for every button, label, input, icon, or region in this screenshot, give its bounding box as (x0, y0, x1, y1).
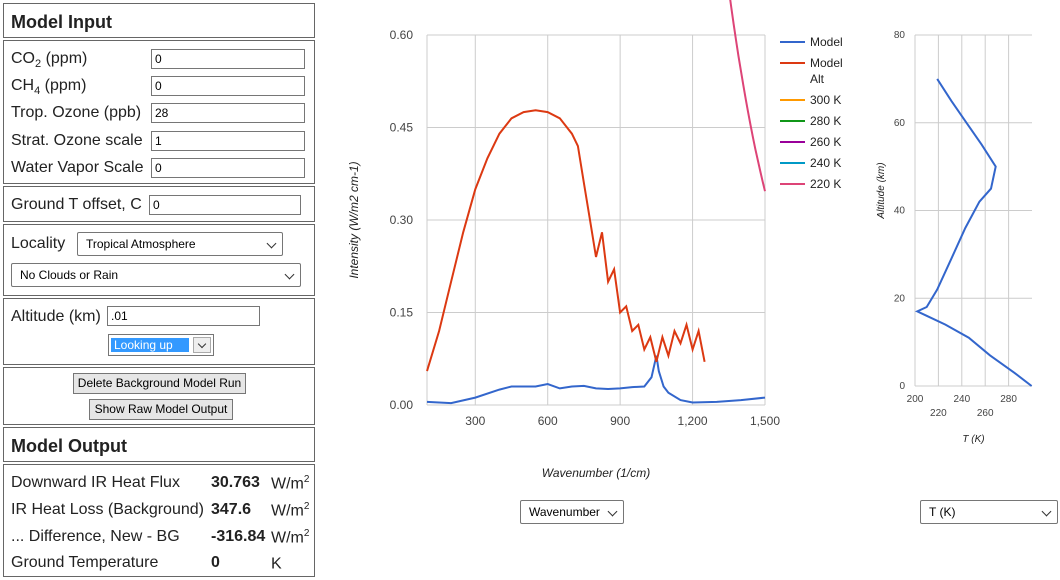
co2-label: CO2 (ppm) (11, 50, 88, 71)
profile-axis-select-value: T (K) (929, 505, 956, 519)
series-line (426, 109, 706, 372)
altitude-label: Altitude (km) (11, 308, 101, 325)
output-label: IR Heat Loss (Background) (11, 501, 204, 518)
profile-line (914, 78, 1033, 387)
legend-label: 220 K (810, 177, 841, 191)
y-tick-label: 80 (894, 30, 906, 41)
output-unit: W/m2 (271, 474, 310, 493)
output-label: Ground Temperature (11, 554, 159, 571)
gas-inputs-panel: CO2 (ppm) 0 CH4 (ppm) 0 Trop. Ozone (ppb… (3, 40, 315, 184)
altitude-input[interactable]: .01 (107, 306, 260, 326)
model-input-header: Model Input (3, 3, 315, 38)
model-input-title: Model Input (11, 12, 112, 32)
y-tick-label: 20 (894, 293, 906, 304)
output-unit: W/m2 (271, 528, 310, 547)
legend-label: 300 K (810, 93, 841, 107)
strat-ozone-label: Strat. Ozone scale (11, 132, 143, 149)
view-direction-select[interactable]: Looking up (108, 334, 214, 356)
y-tick-label: 0.30 (390, 213, 414, 227)
y-tick-label: 0.15 (390, 306, 414, 320)
profile-axis-select[interactable]: T (K) (920, 500, 1058, 524)
x-tick-label: 300 (465, 414, 485, 428)
co2-input[interactable]: 0 (151, 49, 305, 69)
spectrum-chart: 300 600 900 1,200 1,500 0.00 0.15 0.30 0.45 0.60 W… (347, 0, 843, 480)
model-output-panel: Downward IR Heat Flux 30.763 W/m2 IR Hea… (3, 464, 315, 577)
output-row: IR Heat Loss (Background) 347.6 W/m2 (11, 501, 309, 519)
legend-label: Alt (810, 72, 825, 86)
y-tick-label: 0.60 (390, 28, 414, 42)
chevron-down-icon (607, 506, 618, 517)
ground-offset-input[interactable]: 0 (149, 195, 301, 215)
x-axis-select-value: Wavenumber (529, 505, 600, 519)
show-raw-output-button[interactable]: Show Raw Model Output (89, 399, 233, 420)
ch4-label: CH4 (ppm) (11, 77, 87, 98)
x-tick-label: 1,200 (678, 414, 708, 428)
x-axis-select[interactable]: Wavenumber (520, 500, 624, 524)
locality-label: Locality (11, 235, 66, 252)
altitude-panel: Altitude (km) .01 Looking up (3, 298, 315, 365)
series-line (426, 355, 766, 405)
x-tick-label: 200 (907, 394, 924, 405)
clouds-select-value: No Clouds or Rain (20, 268, 119, 282)
output-row: Ground Temperature 0 K (11, 554, 282, 572)
legend-label: 280 K (810, 114, 841, 128)
clouds-select[interactable]: No Clouds or Rain (11, 263, 301, 287)
ground-offset-label: Ground T offset, C (11, 196, 142, 213)
x-axis-title: Wavenumber (1/cm) (542, 466, 650, 480)
legend-label: Model (810, 35, 843, 49)
output-label: ... Difference, New - BG (11, 528, 180, 545)
delete-background-button[interactable]: Delete Background Model Run (73, 373, 246, 394)
view-direction-value: Looking up (111, 338, 189, 352)
output-value: 30.763 (211, 474, 260, 491)
chevron-down-icon (266, 238, 277, 249)
chevron-down-icon (193, 337, 211, 353)
output-label: Downward IR Heat Flux (11, 474, 180, 491)
trop-ozone-input[interactable]: 28 (151, 103, 305, 123)
x-tick-label: 260 (977, 408, 994, 419)
output-row: ... Difference, New - BG -316.84 W/m2 (11, 528, 309, 546)
model-output-title: Model Output (11, 436, 127, 456)
x-tick-label: 900 (610, 414, 630, 428)
y-tick-label: 0.45 (390, 121, 414, 135)
y-tick-label: 60 (894, 118, 906, 129)
y-tick-label: 40 (894, 206, 906, 217)
x-tick-label: 280 (1000, 394, 1017, 405)
legend-label: 240 K (810, 156, 841, 170)
series-line (729, 0, 766, 192)
legend-label: 260 K (810, 135, 841, 149)
ch4-input[interactable]: 0 (151, 76, 305, 96)
chevron-down-icon (1041, 506, 1052, 517)
water-vapor-input[interactable]: 0 (151, 158, 305, 178)
strat-ozone-input[interactable]: 1 (151, 131, 305, 151)
locality-panel: Locality Tropical Atmosphere No Clouds o… (3, 224, 315, 296)
y-axis-title: Intensity (W/m2 cm-1) (347, 161, 361, 278)
output-value: -316.84 (211, 528, 266, 545)
y-axis-title: Altitude (km) (876, 162, 887, 219)
model-output-header: Model Output (3, 427, 315, 462)
output-row: Downward IR Heat Flux 30.763 W/m2 (11, 474, 309, 492)
x-axis-title: T (K) (962, 434, 984, 445)
locality-select[interactable]: Tropical Atmosphere (77, 232, 283, 256)
output-unit: K (271, 555, 282, 573)
temperature-profile-chart: 0 20 40 60 80 200 240 280 220 260 T (K) Altitude (k… (876, 30, 1033, 445)
chevron-down-icon (284, 269, 295, 280)
ground-offset-panel: Ground T offset, C 0 (3, 186, 315, 222)
x-tick-label: 240 (953, 394, 970, 405)
locality-select-value: Tropical Atmosphere (86, 237, 196, 251)
water-vapor-label: Water Vapor Scale (11, 159, 144, 176)
y-tick-label: 0.00 (390, 398, 414, 412)
output-value: 0 (211, 554, 220, 571)
x-tick-label: 600 (538, 414, 558, 428)
output-unit: W/m2 (271, 501, 310, 520)
x-tick-label: 220 (930, 408, 947, 419)
output-value: 347.6 (211, 501, 252, 518)
buttons-panel: Delete Background Model Run Show Raw Mod… (3, 367, 315, 425)
legend-label: Model (810, 56, 843, 70)
y-tick-label: 0 (899, 381, 905, 392)
x-tick-label: 1,500 (750, 414, 780, 428)
trop-ozone-label: Trop. Ozone (ppb) (11, 104, 142, 121)
